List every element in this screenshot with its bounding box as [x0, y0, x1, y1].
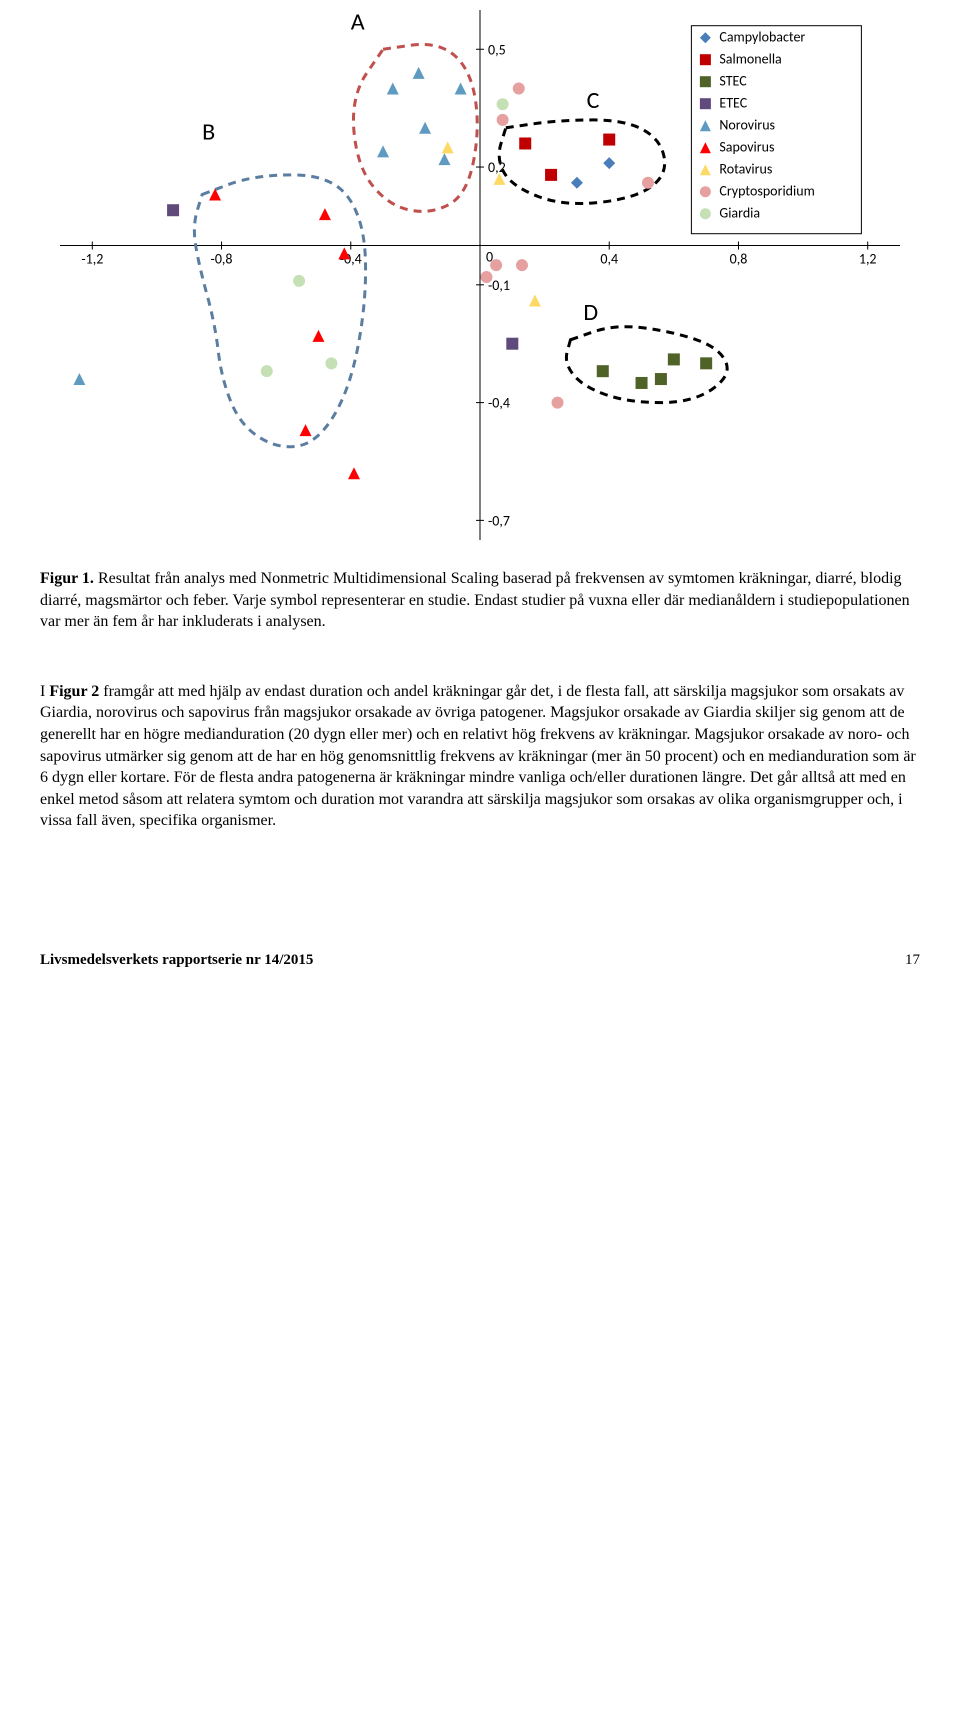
svg-text:Cryptosporidium: Cryptosporidium — [719, 183, 814, 200]
svg-text:ETEC: ETEC — [719, 95, 747, 112]
svg-text:1,2: 1,2 — [859, 251, 877, 268]
body-paragraph: I Figur 2 framgår att med hjälp av endas… — [40, 681, 920, 832]
svg-text:0,8: 0,8 — [730, 251, 748, 268]
svg-text:-1,2: -1,2 — [81, 251, 103, 268]
svg-text:Salmonella: Salmonella — [719, 51, 781, 68]
svg-text:Campylobacter: Campylobacter — [719, 29, 805, 46]
body-before: I — [40, 683, 49, 700]
svg-text:0,4: 0,4 — [600, 251, 618, 268]
svg-text:Norovirus: Norovirus — [719, 117, 775, 134]
svg-text:-0,8: -0,8 — [211, 251, 233, 268]
svg-text:B: B — [202, 118, 215, 147]
svg-text:Giardia: Giardia — [719, 205, 760, 222]
page-footer: Livsmedelsverkets rapportserie nr 14/201… — [40, 952, 920, 969]
svg-text:D: D — [583, 298, 598, 327]
svg-text:STEC: STEC — [719, 73, 747, 90]
svg-text:Rotavirus: Rotavirus — [719, 161, 772, 178]
figure-caption: Figur 1. Resultat från analys med Nonmet… — [40, 568, 920, 633]
svg-text:C: C — [587, 86, 600, 115]
svg-text:0,5: 0,5 — [488, 41, 506, 58]
caption-lead: Figur 1. — [40, 570, 94, 587]
svg-text:A: A — [351, 8, 365, 37]
caption-body: Resultat från analys med Nonmetric Multi… — [40, 570, 910, 630]
svg-text:-0,4: -0,4 — [488, 395, 510, 412]
svg-text:-0,7: -0,7 — [488, 512, 510, 529]
footer-series: Livsmedelsverkets rapportserie nr 14/201… — [40, 952, 313, 968]
page: -1,2-0,8-0,40,40,81,2-0,7-0,4-0,10,20,50… — [0, 0, 960, 1009]
body-lead: Figur 2 — [49, 683, 99, 700]
svg-text:Sapovirus: Sapovirus — [719, 139, 774, 156]
page-number: 17 — [905, 952, 920, 969]
body-after: framgår att med hjälp av endast duration… — [40, 683, 916, 830]
scatter-chart: -1,2-0,8-0,40,40,81,2-0,7-0,4-0,10,20,50… — [40, 0, 920, 550]
